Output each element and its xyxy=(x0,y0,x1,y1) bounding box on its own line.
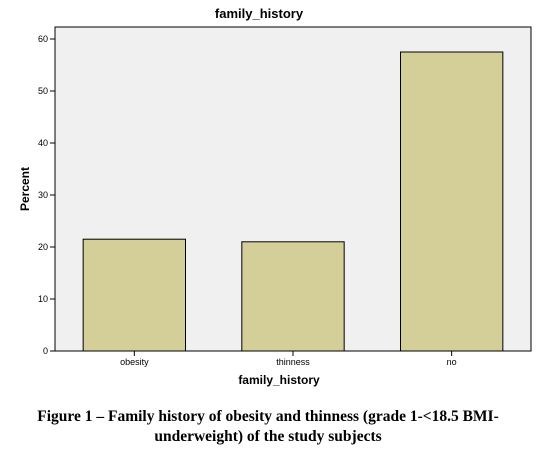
bar-no xyxy=(399,51,504,352)
chart-title: family_history xyxy=(215,6,304,21)
y-tick-label: 20 xyxy=(38,242,48,252)
x-axis: obesity thinness no xyxy=(120,351,457,367)
y-tick-label: 30 xyxy=(38,190,48,200)
y-tick-label: 40 xyxy=(38,138,48,148)
y-tick-label: 0 xyxy=(43,346,48,356)
bar-thinness xyxy=(241,241,345,352)
caption-line-1: Figure 1 – Family history of obesity and… xyxy=(37,408,499,425)
figure-caption: Figure 1 – Family history of obesity and… xyxy=(0,407,536,447)
x-tick-label: no xyxy=(447,357,457,367)
x-tick-label: obesity xyxy=(120,357,149,367)
y-axis-label: Percent xyxy=(18,167,32,211)
bars xyxy=(82,51,504,352)
y-tick-label: 50 xyxy=(38,86,48,96)
y-tick-label: 10 xyxy=(38,294,48,304)
caption-line-2: underweight) of the study subjects xyxy=(154,428,382,445)
x-axis-label: family_history xyxy=(238,373,320,387)
x-tick-label: thinness xyxy=(276,357,310,367)
bar-obesity xyxy=(82,238,187,352)
y-tick-label: 60 xyxy=(38,34,48,44)
y-axis: 0 10 20 30 40 50 60 xyxy=(38,34,55,356)
